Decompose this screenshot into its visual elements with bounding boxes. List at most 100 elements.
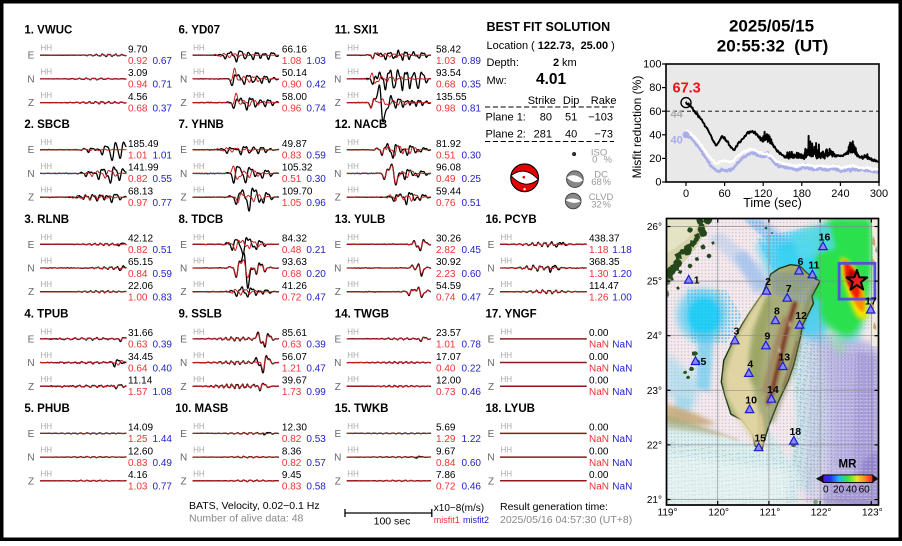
svg-text:1.03: 1.03 — [436, 56, 456, 67]
svg-text:0.46: 0.46 — [462, 387, 482, 398]
svg-text:80: 80 — [649, 82, 661, 94]
svg-text:HH: HH — [41, 233, 53, 242]
svg-text:HH: HH — [41, 280, 53, 289]
svg-text:7: 7 — [786, 283, 792, 295]
svg-text:0.22: 0.22 — [462, 363, 482, 374]
svg-text:119°: 119° — [658, 508, 678, 519]
svg-text:8.36: 8.36 — [282, 446, 302, 457]
svg-text:NaN: NaN — [589, 363, 609, 374]
svg-text:DC: DC — [594, 170, 608, 181]
svg-text:9.45: 9.45 — [282, 470, 302, 481]
svg-text:0.48: 0.48 — [282, 245, 302, 256]
svg-text:114.47: 114.47 — [589, 281, 619, 292]
svg-text:1.25: 1.25 — [128, 434, 148, 445]
svg-text:0.60: 0.60 — [462, 458, 482, 469]
svg-text:MR: MR — [839, 459, 858, 471]
svg-text:0.82: 0.82 — [282, 458, 302, 469]
svg-text:0.47: 0.47 — [306, 363, 326, 374]
svg-text:0.39: 0.39 — [306, 340, 326, 351]
svg-text:14: 14 — [767, 384, 779, 396]
svg-text:66.16: 66.16 — [282, 44, 307, 55]
svg-text:18. LYUB: 18. LYUB — [486, 403, 535, 415]
svg-text:0.53: 0.53 — [306, 434, 326, 445]
svg-text:Z: Z — [181, 382, 187, 393]
svg-text:0.84: 0.84 — [436, 458, 456, 469]
svg-text:E: E — [180, 240, 187, 251]
svg-text:HH: HH — [347, 469, 359, 478]
svg-text:0.55: 0.55 — [153, 174, 173, 185]
svg-text:40: 40 — [846, 485, 858, 496]
svg-text:50.14: 50.14 — [282, 68, 307, 79]
svg-text:1. VWUC: 1. VWUC — [21, 25, 72, 37]
svg-text:8. TDCB: 8. TDCB — [175, 214, 223, 226]
svg-text:17.07: 17.07 — [436, 352, 461, 363]
svg-text:HH: HH — [41, 44, 53, 53]
svg-text:51: 51 — [565, 112, 577, 124]
svg-text:0.21: 0.21 — [306, 245, 326, 256]
svg-text:0.64: 0.64 — [128, 363, 148, 374]
svg-text:0.58: 0.58 — [306, 482, 326, 493]
svg-text:68: 68 — [591, 177, 602, 188]
svg-text:7.86: 7.86 — [436, 470, 456, 481]
svg-text:15: 15 — [754, 433, 766, 445]
svg-text:E: E — [28, 240, 35, 251]
svg-text:9. SSLB: 9. SSLB — [175, 308, 222, 320]
svg-text:0.51: 0.51 — [282, 174, 302, 185]
svg-text:HH: HH — [347, 67, 359, 76]
svg-text:1.22: 1.22 — [462, 434, 482, 445]
svg-text:22°: 22° — [647, 440, 662, 451]
svg-text:0.47: 0.47 — [462, 293, 482, 304]
svg-text:HH: HH — [347, 257, 359, 266]
svg-text:HH: HH — [193, 422, 205, 431]
svg-text:13. YULB: 13. YULB — [335, 214, 386, 226]
svg-text:15. TWKB: 15. TWKB — [335, 403, 389, 415]
svg-text:HH: HH — [193, 375, 205, 384]
svg-text:96.08: 96.08 — [436, 163, 461, 174]
svg-text:240: 240 — [831, 188, 849, 200]
svg-text:E: E — [180, 334, 187, 345]
svg-text:1.44: 1.44 — [153, 434, 173, 445]
svg-text:Z: Z — [181, 98, 187, 109]
svg-text:0.37: 0.37 — [153, 103, 173, 114]
svg-text:40: 40 — [565, 128, 577, 140]
svg-text:0.68: 0.68 — [282, 269, 302, 280]
svg-text:E: E — [180, 51, 187, 62]
svg-text:0.00: 0.00 — [589, 446, 609, 457]
svg-text:60: 60 — [859, 485, 871, 496]
svg-text:0.92: 0.92 — [128, 56, 148, 67]
svg-text:misfit1: misfit1 — [434, 515, 460, 525]
svg-text:NaN: NaN — [612, 363, 632, 374]
svg-text:30.92: 30.92 — [436, 257, 461, 268]
svg-text:HH: HH — [347, 91, 359, 100]
svg-text:2: 2 — [765, 276, 771, 288]
svg-text:HH: HH — [193, 44, 205, 53]
svg-text:HH: HH — [347, 233, 359, 242]
svg-text:BATS, Velocity, 0.02−0.1 Hz: BATS, Velocity, 0.02−0.1 Hz — [189, 500, 320, 512]
svg-text:93.63: 93.63 — [282, 257, 307, 268]
svg-text:E: E — [488, 429, 495, 440]
svg-text:Z: Z — [28, 382, 34, 393]
svg-text:16. PCYB: 16. PCYB — [486, 214, 537, 226]
svg-text:11: 11 — [808, 260, 819, 272]
svg-text:23°: 23° — [647, 386, 662, 397]
svg-text:Number of alive data: 48: Number of alive data: 48 — [189, 513, 304, 525]
svg-text:N: N — [27, 358, 34, 369]
svg-text:HH: HH — [193, 162, 205, 171]
svg-text:E: E — [180, 429, 187, 440]
svg-text:67.3: 67.3 — [673, 81, 701, 97]
svg-text:HH: HH — [193, 138, 205, 147]
svg-text:HH: HH — [193, 186, 205, 195]
svg-text:E: E — [334, 334, 341, 345]
svg-text:%: % — [603, 199, 612, 210]
svg-text:368.35: 368.35 — [589, 257, 620, 268]
svg-text:N: N — [27, 264, 34, 275]
svg-text:0: 0 — [683, 188, 689, 200]
svg-text:0.96: 0.96 — [282, 103, 302, 114]
svg-text:5. PHUB: 5. PHUB — [21, 403, 70, 415]
svg-text:0.94: 0.94 — [128, 80, 148, 91]
svg-text:Plane 1:: Plane 1: — [486, 112, 526, 124]
svg-text:Z: Z — [28, 193, 34, 204]
svg-text:NaN: NaN — [589, 340, 609, 351]
svg-text:Misfit reduction (%): Misfit reduction (%) — [630, 76, 644, 179]
svg-text:NaN: NaN — [612, 340, 632, 351]
